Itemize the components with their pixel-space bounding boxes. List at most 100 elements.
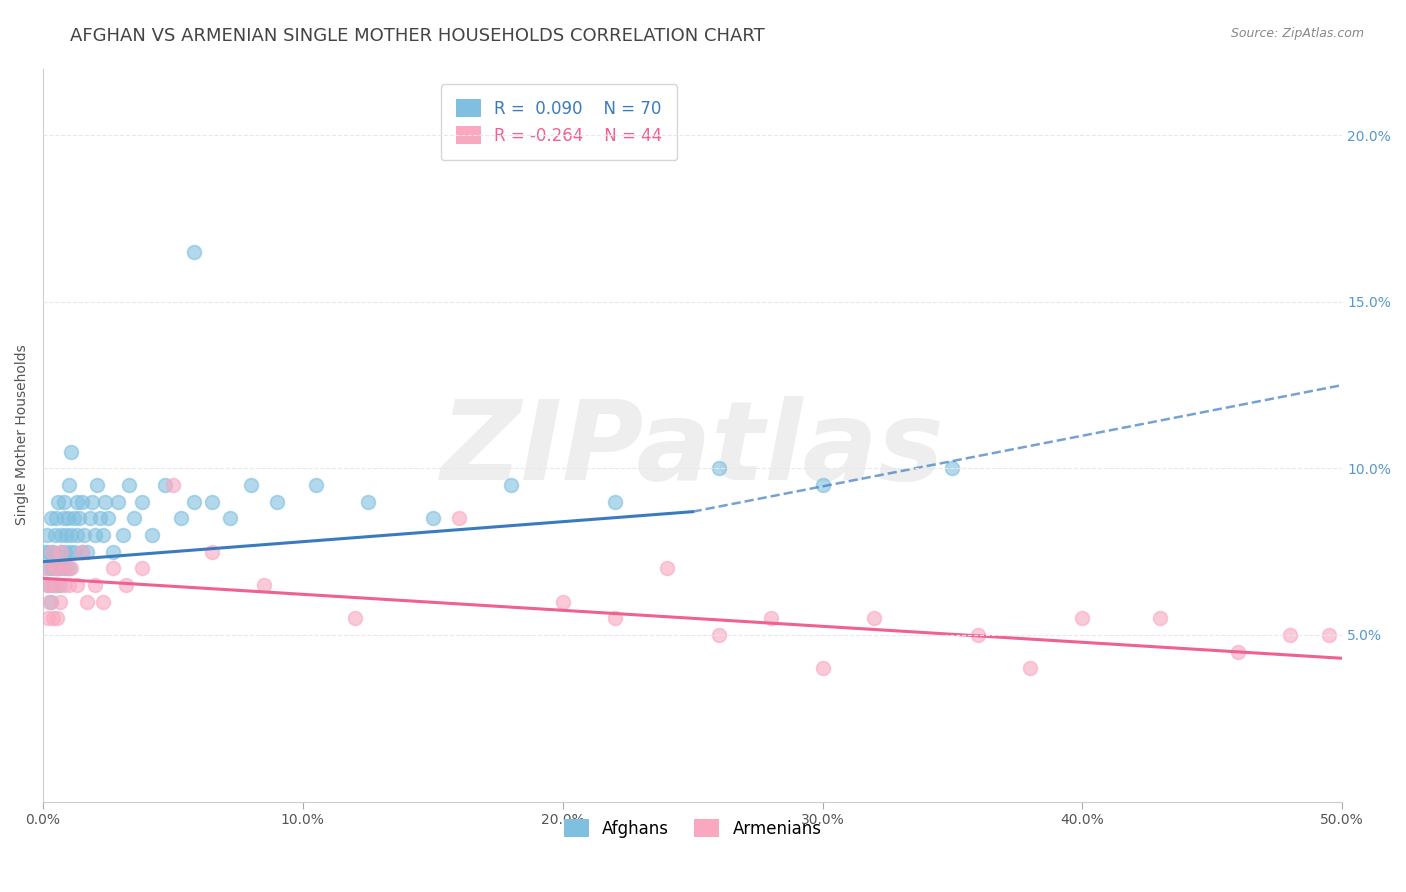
Point (131, 561, 153, 575)
Point (52, 511, 75, 525)
Point (46, 611, 69, 625)
Point (447, 511, 470, 525)
Legend: Afghans, Armenians: Afghans, Armenians (557, 813, 828, 845)
Point (266, 494, 288, 508)
Point (967, 628, 990, 642)
Point (162, 478, 184, 492)
Point (141, 528, 163, 542)
Point (253, 578, 276, 592)
Point (707, 628, 730, 642)
Point (422, 511, 444, 525)
Point (603, 611, 626, 625)
Point (34, 544, 56, 558)
Point (37, 611, 59, 625)
Point (39, 594, 62, 608)
Point (45, 511, 67, 525)
Point (49, 578, 72, 592)
Point (52, 578, 75, 592)
Point (37, 561, 59, 575)
Point (49, 544, 72, 558)
Point (343, 611, 366, 625)
Point (49, 544, 72, 558)
Point (811, 661, 834, 675)
Point (49, 594, 72, 608)
Point (44, 528, 66, 542)
Point (42, 578, 65, 592)
Point (97, 511, 120, 525)
Point (66, 528, 89, 542)
Point (91, 594, 114, 608)
Point (101, 544, 124, 558)
Point (70, 494, 93, 508)
Text: AFGHAN VS ARMENIAN SINGLE MOTHER HOUSEHOLDS CORRELATION CHART: AFGHAN VS ARMENIAN SINGLE MOTHER HOUSEHO… (70, 27, 765, 45)
Point (58, 561, 80, 575)
Text: ZIPatlas: ZIPatlas (440, 396, 945, 503)
Point (66, 494, 89, 508)
Point (655, 561, 678, 575)
Point (39, 511, 62, 525)
Point (45, 578, 67, 592)
Point (82, 494, 104, 508)
Point (551, 594, 574, 608)
Point (55, 561, 77, 575)
Point (63, 511, 86, 525)
Point (70, 544, 93, 558)
Point (707, 461, 730, 475)
Point (305, 478, 328, 492)
Point (1279, 628, 1302, 642)
Point (66, 578, 89, 592)
Text: Source: ZipAtlas.com: Source: ZipAtlas.com (1230, 27, 1364, 40)
Point (1227, 645, 1250, 659)
Point (45, 561, 67, 575)
Point (112, 528, 135, 542)
Point (63, 544, 86, 558)
Point (603, 494, 626, 508)
Point (35, 578, 58, 592)
Point (76, 544, 98, 558)
Point (117, 478, 139, 492)
Point (153, 478, 176, 492)
Point (863, 611, 886, 625)
Point (1071, 611, 1094, 625)
Point (41, 561, 63, 575)
Point (91, 528, 114, 542)
Point (67, 511, 90, 525)
Point (219, 511, 242, 525)
Point (58, 578, 80, 592)
Point (49, 528, 72, 542)
Point (1019, 661, 1042, 675)
Point (46, 578, 69, 592)
Point (811, 478, 834, 492)
Point (499, 478, 522, 492)
Point (76, 594, 98, 608)
Point (56, 511, 79, 525)
Point (83, 528, 105, 542)
Point (131, 494, 153, 508)
Point (201, 544, 224, 558)
Point (48, 561, 70, 575)
Point (53, 544, 76, 558)
Point (60, 528, 83, 542)
Point (44, 561, 66, 575)
Point (101, 561, 124, 575)
Point (89, 511, 111, 525)
Point (79, 511, 101, 525)
Point (60, 561, 83, 575)
Point (1317, 628, 1340, 642)
Point (37, 578, 59, 592)
Point (59, 544, 82, 558)
Point (38, 594, 60, 608)
Y-axis label: Single Mother Households: Single Mother Households (15, 344, 30, 525)
Point (107, 494, 129, 508)
Point (115, 578, 138, 592)
Point (201, 494, 224, 508)
Point (55, 561, 77, 575)
Point (86, 478, 108, 492)
Point (94, 494, 117, 508)
Point (183, 244, 205, 259)
Point (70, 544, 93, 558)
Point (239, 478, 262, 492)
Point (38, 544, 60, 558)
Point (60, 444, 83, 458)
Point (941, 461, 963, 475)
